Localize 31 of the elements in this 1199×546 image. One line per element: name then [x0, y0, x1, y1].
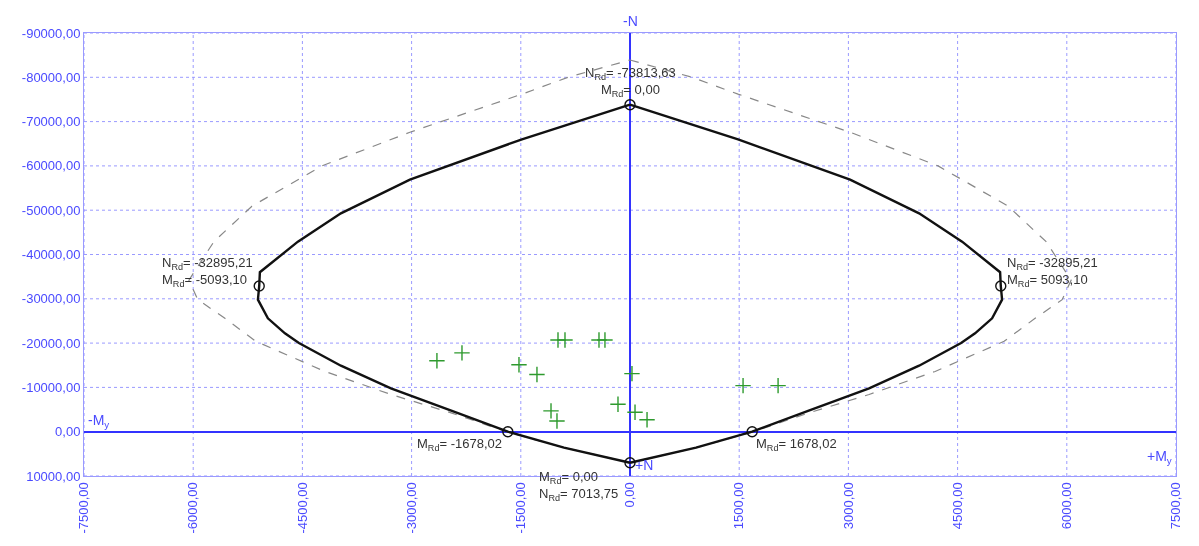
- annotation: M$_{Rd}$= 1678,02: [756, 436, 837, 453]
- x-tick-label: 0,00: [622, 482, 638, 508]
- x-tick-label: 7500,00: [1168, 482, 1184, 530]
- y-tick-label: 0,00: [55, 424, 81, 440]
- annotation: M$_{Rd}$= 0,00 N$_{Rd}$= 7013,75: [539, 469, 619, 503]
- y-tick-label: -90000,00: [21, 25, 81, 41]
- x-tick-label: 3000,00: [840, 482, 856, 530]
- text: -N: [623, 13, 638, 29]
- y-tick-label: 10000,00: [26, 468, 81, 484]
- y-tick-label: -60000,00: [21, 158, 81, 174]
- x-tick-label: 1500,00: [731, 482, 747, 530]
- annotation: N$_{Rd}$= -32895,21 M$_{Rd}$= 5093,10: [1007, 255, 1098, 289]
- y-tick-label: -10000,00: [21, 379, 81, 395]
- x-tick-label: -3000,00: [403, 482, 419, 534]
- y-tick-label: -30000,00: [21, 291, 81, 307]
- annotation: M$_{Rd}$= -1678,02: [417, 436, 502, 453]
- annotation: N$_{Rd}$= -32895,21 M$_{Rd}$= -5093,10: [162, 255, 253, 289]
- x-tick-label: 4500,00: [949, 482, 965, 530]
- x-tick-label: -6000,00: [185, 482, 201, 534]
- y-tick-label: -40000,00: [21, 247, 81, 263]
- x-tick-label: -1500,00: [513, 482, 529, 534]
- x-tick-label: 6000,00: [1059, 482, 1075, 530]
- y-tick-label: -70000,00: [21, 114, 81, 130]
- annotation: -M$_{y}$: [88, 412, 110, 430]
- y-tick-label: -20000,00: [21, 335, 81, 351]
- x-tick-label: -4500,00: [294, 482, 310, 534]
- annotation: +M$_{y}$: [1147, 448, 1172, 466]
- annotation: +N: [635, 457, 654, 473]
- y-tick-label: -80000,00: [21, 69, 81, 85]
- y-tick-label: -50000,00: [21, 202, 81, 218]
- x-tick-label: -7500,00: [76, 482, 92, 534]
